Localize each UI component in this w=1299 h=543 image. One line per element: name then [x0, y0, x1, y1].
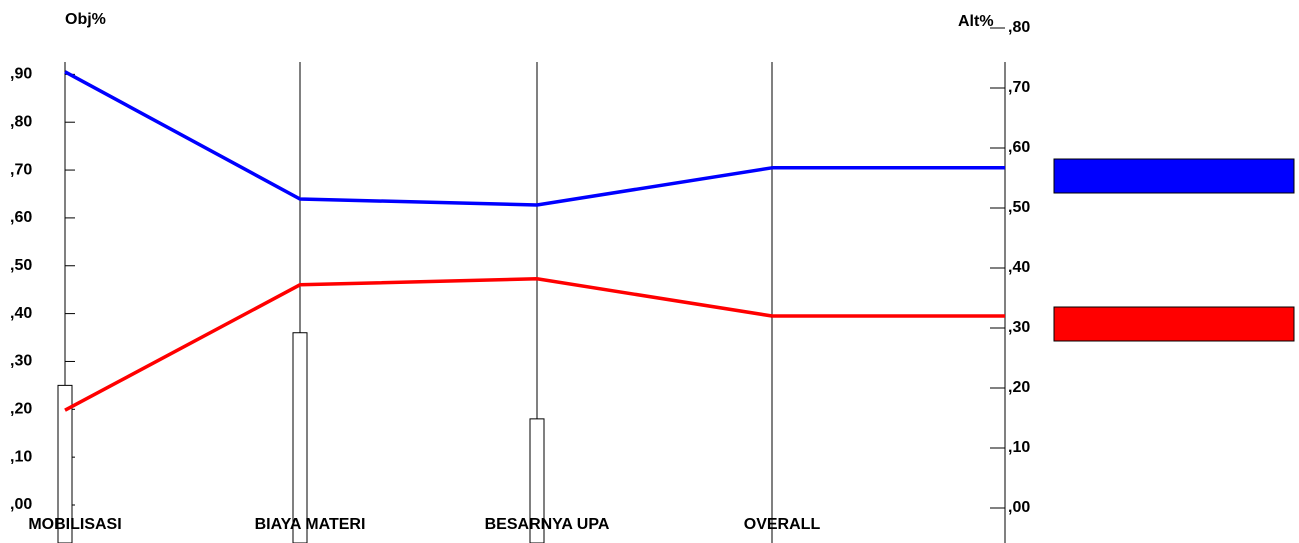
y2-tick-label: ,20 — [1008, 379, 1030, 396]
y-tick-label: ,60 — [10, 209, 32, 226]
y2-tick-label: ,70 — [1008, 79, 1030, 96]
y2-tick-label: ,50 — [1008, 199, 1030, 216]
y2-tick-label: ,10 — [1008, 439, 1030, 456]
bar — [57, 384, 73, 543]
y2-tick-label: ,80 — [1008, 19, 1030, 36]
y2-tick-label: ,00 — [1008, 499, 1030, 516]
bar — [292, 332, 308, 543]
legend-swatch — [1053, 306, 1295, 342]
y-tick-label: ,70 — [10, 161, 32, 178]
series-line — [64, 277, 773, 412]
x-tick-label: OVERALL — [744, 516, 821, 533]
bar — [529, 418, 545, 543]
y2-tick-label: ,30 — [1008, 319, 1030, 336]
x-tick-label: BESARNYA UPA — [485, 516, 610, 533]
y2-axis-label: Alt% — [958, 13, 994, 30]
y-tick-label: ,00 — [10, 496, 32, 513]
y-tick-label: ,50 — [10, 257, 32, 274]
y-tick-label: ,40 — [10, 305, 32, 322]
y2-tick-label: ,40 — [1008, 259, 1030, 276]
y-tick-label: ,30 — [10, 353, 32, 370]
y2-tick-label: ,60 — [1008, 139, 1030, 156]
y-tick-label: ,90 — [10, 66, 32, 83]
y-axis-label: Obj% — [65, 11, 106, 28]
x-tick-label: MOBILISASI — [28, 516, 121, 533]
legend-swatch — [1053, 158, 1295, 194]
series-line — [64, 70, 773, 207]
y-tick-label: ,80 — [10, 113, 32, 130]
y-tick-label: ,10 — [10, 448, 32, 465]
y-tick-label: ,20 — [10, 401, 32, 418]
x-tick-label: BIAYA MATERI — [255, 516, 366, 533]
